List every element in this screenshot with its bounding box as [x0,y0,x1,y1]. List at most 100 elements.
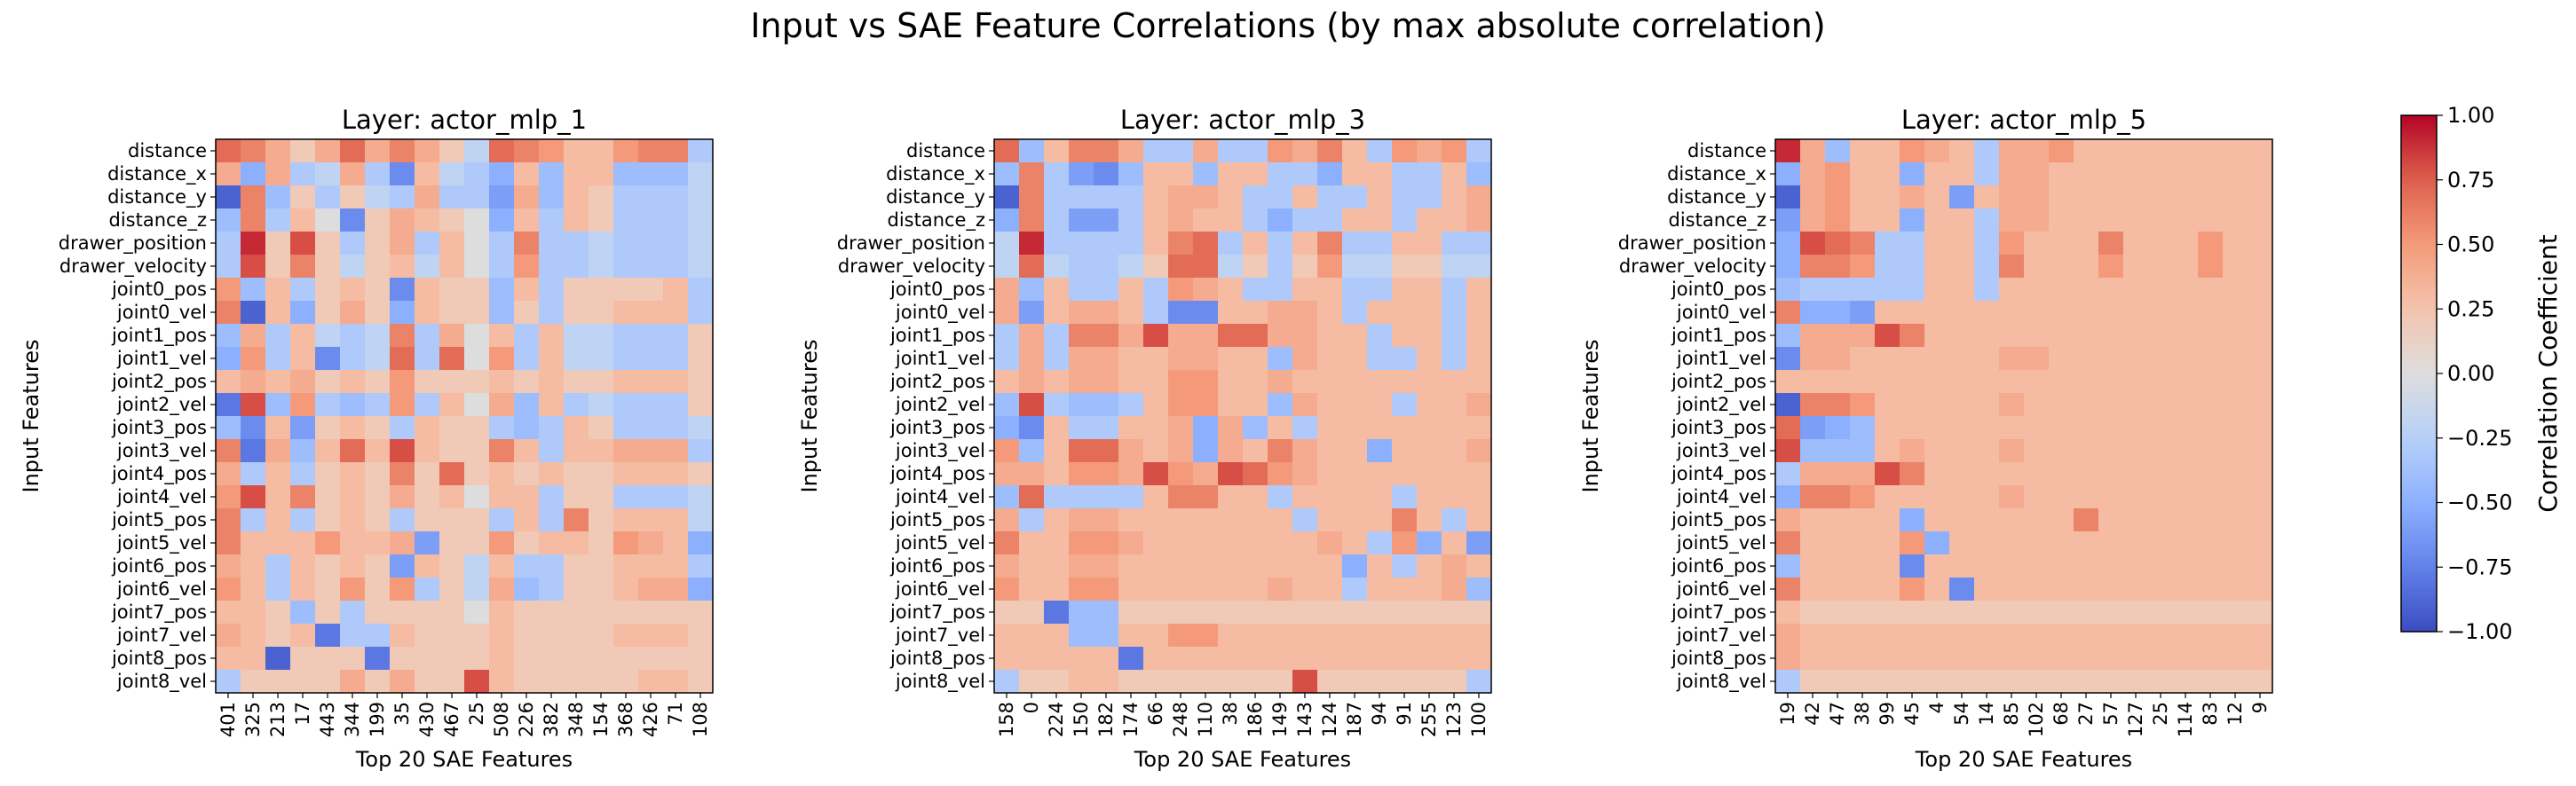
heatmap-cell [2198,347,2224,371]
heatmap-cell [390,508,415,532]
x-tick-label: 143 [1294,702,1316,737]
heatmap-cell [1800,208,1826,232]
heatmap-cell [663,255,689,279]
heatmap-cell [2223,139,2248,163]
heatmap-cell [1218,624,1244,648]
heatmap-cell [1875,624,1900,648]
heatmap-cell [2223,232,2248,255]
heatmap-cell [1292,670,1318,694]
heatmap-cell [2223,554,2248,578]
heatmap-cell [2173,278,2199,302]
heatmap-cell [1924,601,1950,625]
heatmap-cell [539,624,565,648]
heatmap-cell [1044,347,1070,371]
heatmap-cell [489,347,515,371]
heatmap-cell [1143,255,1169,279]
heatmap-cell [514,416,540,440]
heatmap-cell [1243,278,1268,302]
heatmap-cell [2024,278,2050,302]
heatmap-cell [2173,554,2199,578]
heatmap-cell [638,508,664,532]
heatmap-cell [1825,416,1851,440]
heatmap-cell [1999,439,2025,463]
heatmap-cell [2173,347,2199,371]
heatmap-cell [1317,370,1343,394]
heatmap-cell [1069,347,1094,371]
heatmap-cell [2173,462,2199,486]
heatmap-cell [290,255,316,279]
heatmap-cell [1466,624,1492,648]
colorbar-tick-label: −0.50 [2447,491,2513,515]
heatmap-cell [489,439,515,463]
heatmap-cell [1019,439,1045,463]
heatmap-cell [415,416,440,440]
heatmap-cell [1367,370,1393,394]
heatmap-cell [2123,347,2149,371]
heatmap-cell [564,485,589,509]
heatmap-cell [315,647,341,671]
heatmap-cell [1367,531,1393,555]
heatmap-cell [1044,185,1070,209]
heatmap-cell [1069,139,1094,163]
heatmap-cell [415,232,440,255]
heatmap-cell [1999,301,2025,325]
heatmap-cell [589,232,614,255]
heatmap-cell [564,255,589,279]
heatmap-cell [1143,462,1169,486]
plot-frame [1774,138,2273,694]
heatmap-cell [1069,670,1094,694]
heatmap-cell [1118,601,1144,625]
heatmap-cell [315,255,341,279]
heatmap-cell [1875,647,1900,671]
heatmap-cell [265,393,291,417]
heatmap-cell [1850,139,1876,163]
heatmap-cell [663,301,689,325]
heatmap-cell [1999,255,2025,279]
heatmap-cell [365,208,391,232]
heatmap-cell [1875,370,1900,394]
heatmap-cell [2223,393,2248,417]
heatmap-cell [1342,670,1368,694]
heatmap-cell [1974,208,2000,232]
y-tick-label: joint2_pos [111,371,207,393]
heatmap-cell [613,185,639,209]
heatmap-cell [1019,647,1045,671]
heatmap-cell [365,485,391,509]
heatmap-cell [613,347,639,371]
heatmap-cell [1317,462,1343,486]
heatmap-cell [1168,324,1194,348]
heatmap-cell [216,601,241,625]
heatmap-cell [2148,531,2174,555]
heatmap-cell [340,324,366,348]
heatmap-cell [390,578,415,601]
heatmap-cell [1168,578,1194,601]
heatmap-cell [613,670,639,694]
heatmap-cell [489,255,515,279]
heatmap-cell [390,393,415,417]
heatmap-cell [1019,393,1045,417]
x-tick-label: 226 [516,702,537,737]
heatmap-cell [564,278,589,302]
heatmap-cell [340,624,366,648]
heatmap-cell [1094,370,1119,394]
heatmap-cell [1442,208,1467,232]
heatmap-cell [241,578,266,601]
heatmap-cell [265,370,291,394]
heatmap-cell [365,601,391,625]
heatmap-panel-1: Layer: actor_mlp_1distancedistance_xdist… [19,105,714,772]
heatmap-cell [464,301,490,325]
heatmap-cell [1825,601,1851,625]
heatmap-cell [1442,601,1467,625]
heatmap-cell [290,462,316,486]
heatmap-cell [315,162,341,186]
heatmap-cell [365,301,391,325]
heatmap-cell [1268,531,1293,555]
heatmap-cell [1466,647,1492,671]
heatmap-cell [1218,232,1244,255]
heatmap-cell [1342,185,1368,209]
heatmap-cell [1292,554,1318,578]
heatmap-cell [415,255,440,279]
heatmap-cell [1168,508,1194,532]
heatmap-cell [2049,301,2074,325]
